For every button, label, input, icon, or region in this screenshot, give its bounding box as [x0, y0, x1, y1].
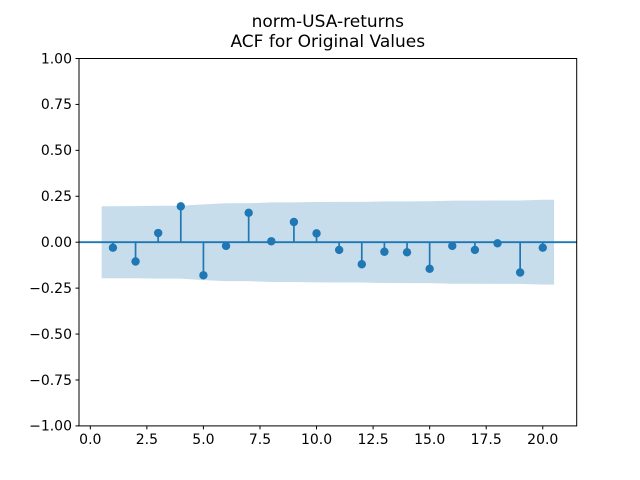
acf-marker [538, 243, 547, 252]
y-tick-label: 0.75 [41, 97, 72, 113]
x-tick-label: 15.0 [414, 432, 445, 448]
x-axis-ticks: 0.0 2.5 5.0 7.5 10.0 12.5 15.0 17.5 20.0 [79, 425, 558, 448]
acf-marker [470, 245, 480, 255]
acf-marker [425, 264, 434, 274]
acf-marker [312, 229, 321, 238]
y-tick-label: 1.00 [41, 51, 72, 67]
acf-marker [448, 241, 457, 251]
x-tick-label: 0.0 [79, 432, 101, 448]
acf-marker [221, 241, 231, 251]
y-tick-label: −0.25 [29, 281, 72, 297]
acf-marker [289, 217, 299, 227]
x-tick-label: 12.5 [358, 432, 389, 448]
x-tick-label: 5.0 [192, 432, 214, 448]
acf-marker [380, 247, 389, 256]
x-tick-label: 2.5 [136, 432, 158, 448]
acf-marker [334, 245, 344, 255]
acf-marker [108, 243, 118, 252]
acf-marker [267, 237, 276, 246]
acf-marker [515, 268, 525, 277]
acf-marker [199, 271, 208, 280]
acf-marker [153, 228, 163, 238]
y-tick-label: 0.50 [41, 143, 72, 159]
x-tick-label: 17.5 [471, 432, 502, 448]
chart-title-line2: ACF for Original Values [230, 32, 425, 52]
y-tick-label: 0.25 [41, 189, 72, 205]
acf-marker [131, 257, 140, 266]
x-tick-label: 7.5 [249, 432, 271, 448]
acf-markers [108, 202, 547, 280]
y-tick-label: −0.50 [29, 327, 72, 343]
acf-marker [176, 202, 186, 211]
chart-title-line1: norm-USA-returns [252, 12, 404, 32]
acf-marker [493, 239, 502, 248]
y-axis-ticks: 1.00 0.75 0.50 0.25 0.00 −0.25 −0.50 −0.75 −1.00 [29, 51, 79, 435]
x-tick-label: 10.0 [301, 432, 332, 448]
acf-marker [357, 260, 366, 269]
x-tick-label: 20.0 [527, 432, 558, 448]
acf-marker [244, 208, 253, 218]
acf-marker [402, 248, 412, 257]
y-tick-label: −1.00 [29, 419, 72, 435]
y-tick-label: 0.00 [41, 235, 72, 251]
y-tick-label: −0.75 [29, 373, 72, 389]
